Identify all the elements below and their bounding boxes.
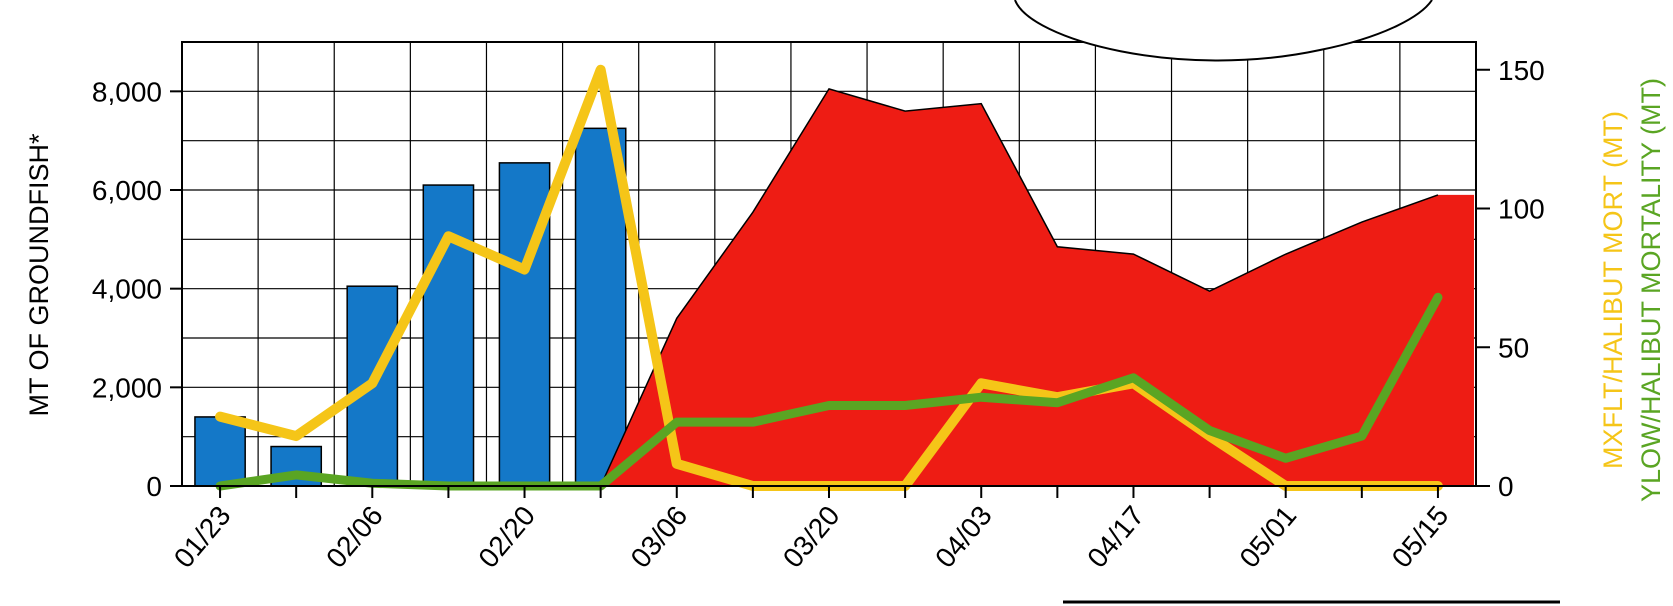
x-tick-label: 05/15 xyxy=(1386,500,1455,574)
y-left-tick-label: 8,000 xyxy=(92,76,162,107)
x-tick-label: 03/06 xyxy=(625,500,694,574)
y-axis-right-label-ylow: YLOW/HALIBUT MORTALITY (MT) xyxy=(1636,78,1666,502)
x-tick-label: 05/01 xyxy=(1234,500,1303,574)
x-tick-label: 04/03 xyxy=(929,500,998,574)
y-left-tick-label: 6,000 xyxy=(92,175,162,206)
x-tick-label: 04/17 xyxy=(1081,500,1150,574)
y-axis-right-label-mxflt: MXFLT/HALIBUT MORT (MT) xyxy=(1598,111,1628,469)
y-left-tick-label: 4,000 xyxy=(92,274,162,305)
x-tick-label: 01/23 xyxy=(168,500,237,574)
x-tick-label: 02/20 xyxy=(472,500,541,574)
y-axis-left-label: MT OF GROUNDFISH* xyxy=(24,133,54,416)
bar-02-27 xyxy=(574,127,627,487)
y-right-tick-label: 100 xyxy=(1498,194,1545,225)
area-series xyxy=(599,87,1474,487)
area-fill xyxy=(600,88,1474,486)
y-left-tick-label: 0 xyxy=(146,471,162,502)
area-outline xyxy=(599,87,1439,487)
callout-bubble xyxy=(1014,0,1433,62)
bar-01-23 xyxy=(194,416,246,487)
y-right-tick-label: 150 xyxy=(1498,55,1545,86)
x-tick-label: 02/06 xyxy=(320,500,389,574)
x-tick-label: 03/20 xyxy=(777,500,846,574)
y-right-tick-label: 50 xyxy=(1498,332,1529,363)
bar-02-06 xyxy=(346,285,399,487)
bar-02-13 xyxy=(422,184,475,487)
y-left-tick-label: 2,000 xyxy=(92,372,162,403)
y-right-tick-label: 0 xyxy=(1498,471,1514,502)
